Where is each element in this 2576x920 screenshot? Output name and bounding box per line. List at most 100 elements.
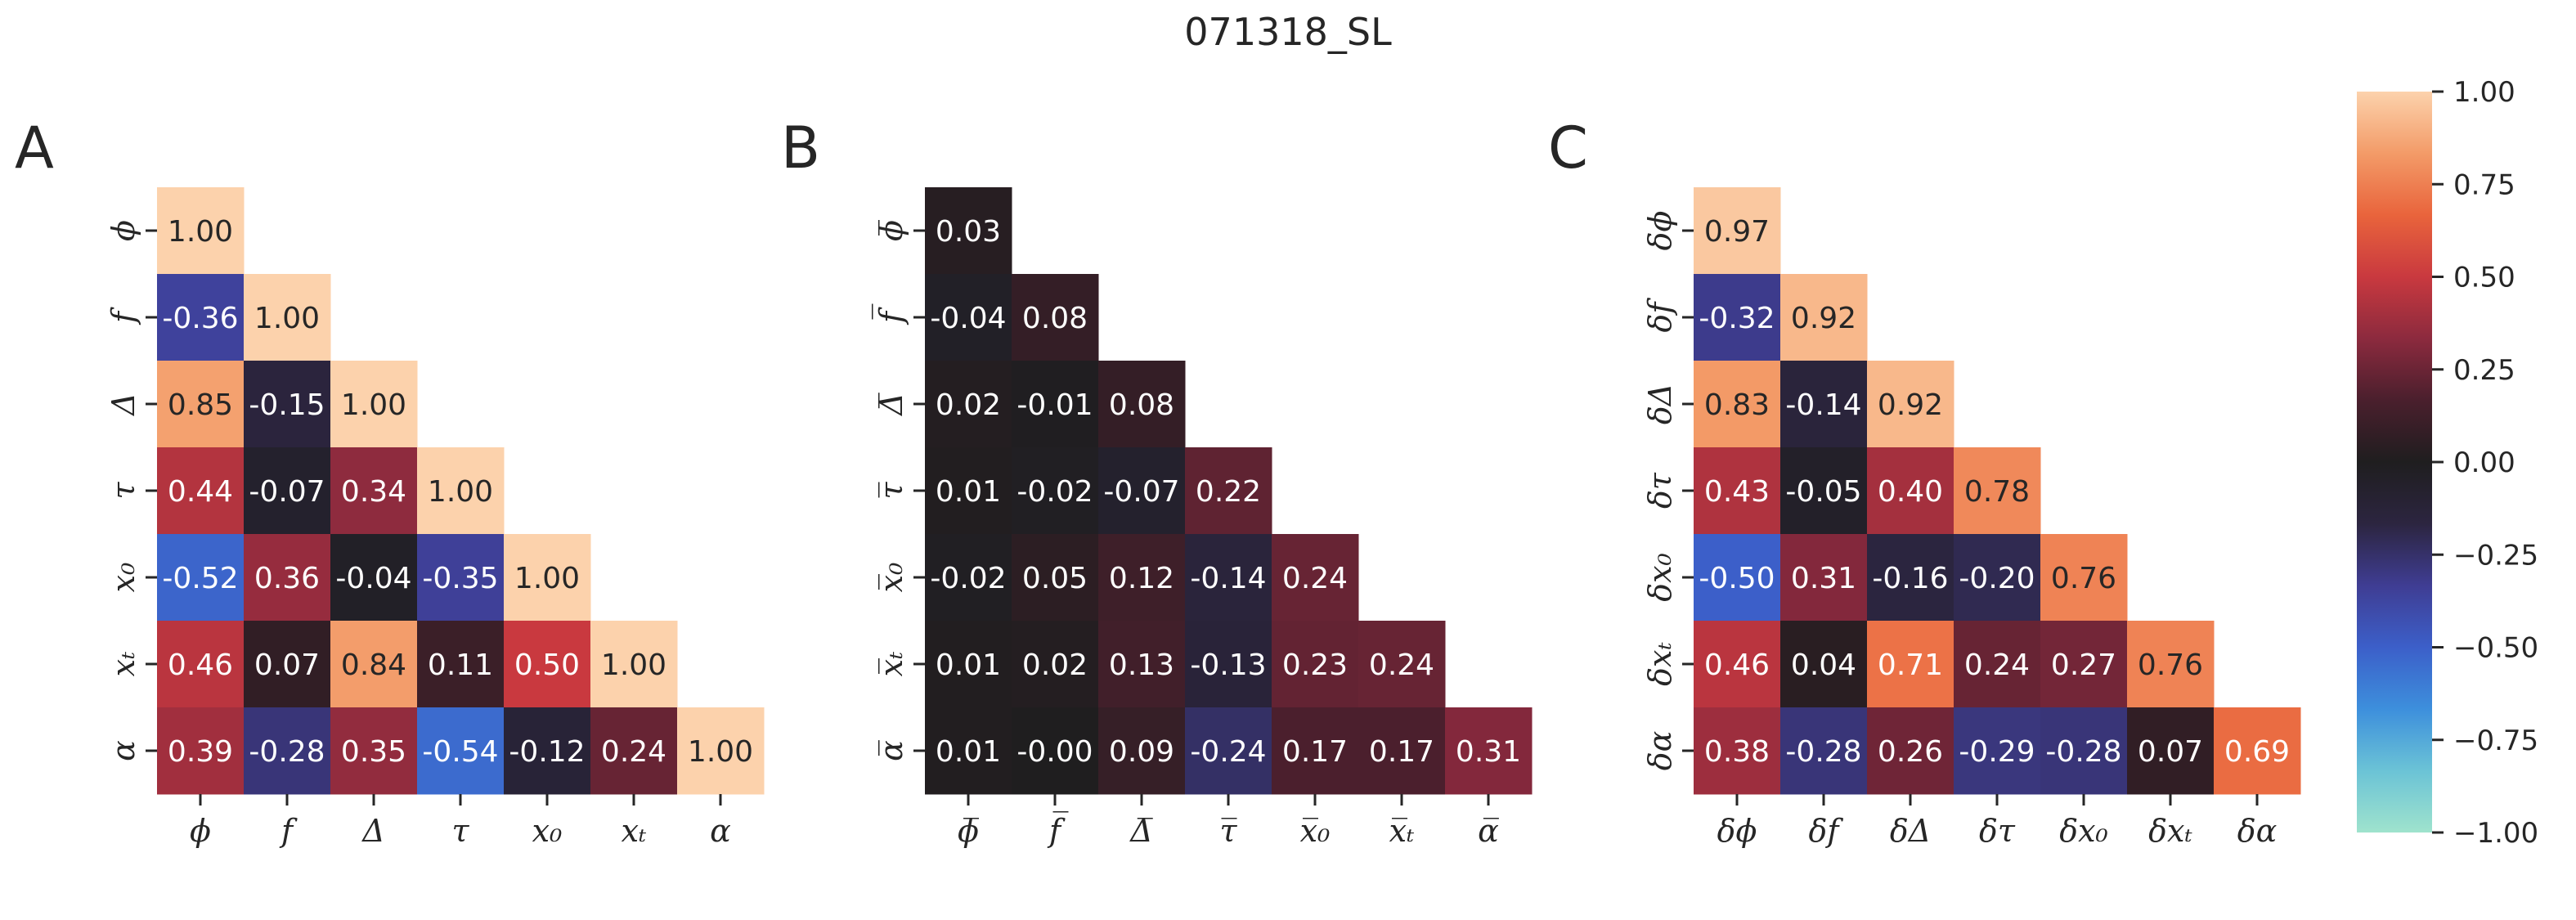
x-tick-label: τ: [451, 813, 469, 849]
x-tick-label: α: [710, 813, 731, 849]
x-tick-label: τ̅: [1219, 813, 1237, 849]
heatmap-cell: [1185, 621, 1272, 708]
cell-value-label: 0.35: [341, 735, 406, 769]
x-tick-label: δΔ: [1890, 813, 1931, 849]
cell-value-label: 0.24: [1369, 648, 1434, 682]
heatmap-cell: [504, 707, 591, 795]
heatmap-cell: [157, 621, 245, 708]
heatmap-cell: [1098, 447, 1186, 535]
heatmap-cell: [925, 447, 1012, 535]
heatmap-cell: [2127, 707, 2215, 795]
cell-value-label: 0.38: [1704, 735, 1770, 769]
heatmap-cell: [244, 361, 331, 448]
y-tick-label: δx₀: [1642, 553, 1678, 602]
heatmap-cell: [504, 621, 591, 708]
cell-value-label: -0.32: [1699, 302, 1775, 335]
heatmap-cell: [1867, 447, 1954, 535]
cell-value-label: -0.01: [1016, 388, 1093, 422]
cell-value-label: 0.76: [2051, 562, 2116, 595]
heatmap-cell: [925, 361, 1012, 448]
heatmap-cell: [1694, 187, 1781, 275]
cell-value-label: 0.43: [1704, 475, 1770, 509]
heatmap-cell: [1012, 621, 1099, 708]
cell-value-label: -0.04: [930, 302, 1006, 335]
heatmap-cell: [1445, 707, 1533, 795]
heatmap-cell: [1358, 707, 1446, 795]
heatmap-cell: [1098, 621, 1186, 708]
y-tick-label: δτ: [1642, 472, 1678, 509]
cell-value-label: -0.07: [1103, 475, 1179, 509]
cell-value-label: -0.16: [1872, 562, 1948, 595]
x-tick-label: ϕ: [190, 813, 211, 849]
y-tick-label: Δ: [105, 393, 141, 416]
x-tick-label: δϕ: [1717, 813, 1757, 849]
cell-value-label: -0.28: [249, 735, 325, 769]
heatmap-cell: [1012, 361, 1099, 448]
colorbar: 1.00 0.75 0.50 0.25 0.00 −0.25 −0.50 −0.75 −1.00: [2357, 76, 2538, 850]
heatmap-cell: [244, 447, 331, 535]
cell-value-label: 0.27: [2051, 648, 2116, 682]
y-tick-label: δα: [1642, 731, 1678, 771]
cell-value-label: 0.07: [254, 648, 320, 682]
cell-value-label: 0.24: [1282, 562, 1348, 595]
cell-value-label: -0.28: [1785, 735, 1861, 769]
panel-label: B: [781, 114, 820, 182]
cell-value-label: 0.69: [2224, 735, 2290, 769]
cell-value-label: 0.50: [514, 648, 580, 682]
heatmap-cell: [1012, 534, 1099, 622]
heatmap-cell: [1272, 534, 1359, 622]
heatmap-cell: [1780, 534, 1868, 622]
x-tick-label: Δ̅: [1129, 813, 1152, 849]
cell-value-label: -0.05: [1785, 475, 1861, 509]
heatmap-panel-a: A 1.00 -0.36 1.00 0.85 -0.15 1.00 0.44 -0.07 0.34…: [15, 114, 765, 849]
x-tick-label: δxₜ: [2148, 813, 2192, 849]
y-tick-label: α: [105, 740, 141, 761]
cell-value-label: -0.14: [1190, 562, 1266, 595]
heatmap-cell: [1780, 621, 1868, 708]
cell-value-label: 1.00: [428, 475, 493, 509]
heatmap-cell: [1098, 707, 1186, 795]
heatmap-cell: [590, 707, 678, 795]
cell-value-label: 0.85: [168, 388, 233, 422]
heatmap-cell: [417, 534, 505, 622]
heatmap-cell: [330, 707, 418, 795]
heatmap-panels: A 1.00 -0.36 1.00 0.85 -0.15 1.00 0.44 -0.07 0.34…: [15, 114, 2301, 849]
cell-value-label: 0.11: [428, 648, 493, 682]
cell-value-label: 0.08: [1109, 388, 1174, 422]
heatmap-cell: [1694, 274, 1781, 361]
heatmap-cell: [2214, 707, 2301, 795]
y-tick-label: α̅: [873, 740, 909, 761]
cell-value-label: 0.01: [936, 648, 1001, 682]
heatmap-cell: [1867, 361, 1954, 448]
cell-value-label: 0.71: [1878, 648, 1943, 682]
heatmap-cell: [330, 447, 418, 535]
heatmap-cell: [504, 534, 591, 622]
heatmap-cell: [1694, 621, 1781, 708]
heatmap-cell: [330, 361, 418, 448]
heatmap-cell: [2040, 707, 2128, 795]
cell-value-label: -0.02: [1016, 475, 1093, 509]
panel-label: A: [15, 114, 54, 182]
heatmap-cell: [1780, 361, 1868, 448]
heatmap-cell: [157, 361, 245, 448]
colorbar-tick-label: 1.00: [2453, 76, 2515, 109]
cell-value-label: -0.35: [422, 562, 498, 595]
cell-value-label: 0.31: [1456, 735, 1521, 769]
heatmap-cell: [244, 534, 331, 622]
cell-value-label: 0.13: [1109, 648, 1174, 682]
cell-value-label: 0.46: [1704, 648, 1770, 682]
colorbar-ticks: 1.00 0.75 0.50 0.25 0.00 −0.25 −0.50 −0.75 −1.00: [2432, 76, 2538, 850]
x-tick-label: Δ: [361, 813, 384, 849]
cell-value-label: 0.07: [2138, 735, 2203, 769]
cell-value-label: -0.02: [930, 562, 1006, 595]
heatmap-cell: [157, 534, 245, 622]
cell-value-label: 0.78: [1964, 475, 2030, 509]
cell-value-label: -0.15: [249, 388, 325, 422]
heatmap-cell: [157, 187, 245, 275]
heatmap-cell: [1185, 447, 1272, 535]
y-tick-label: x₀: [105, 563, 141, 593]
cell-value-label: 1.00: [601, 648, 666, 682]
heatmap-panel-b: B 0.03 -0.04 0.08 0.02 -0.01 0.08 0.01 -0.02 -0.0…: [781, 114, 1533, 849]
heatmap-cell: [1012, 274, 1099, 361]
